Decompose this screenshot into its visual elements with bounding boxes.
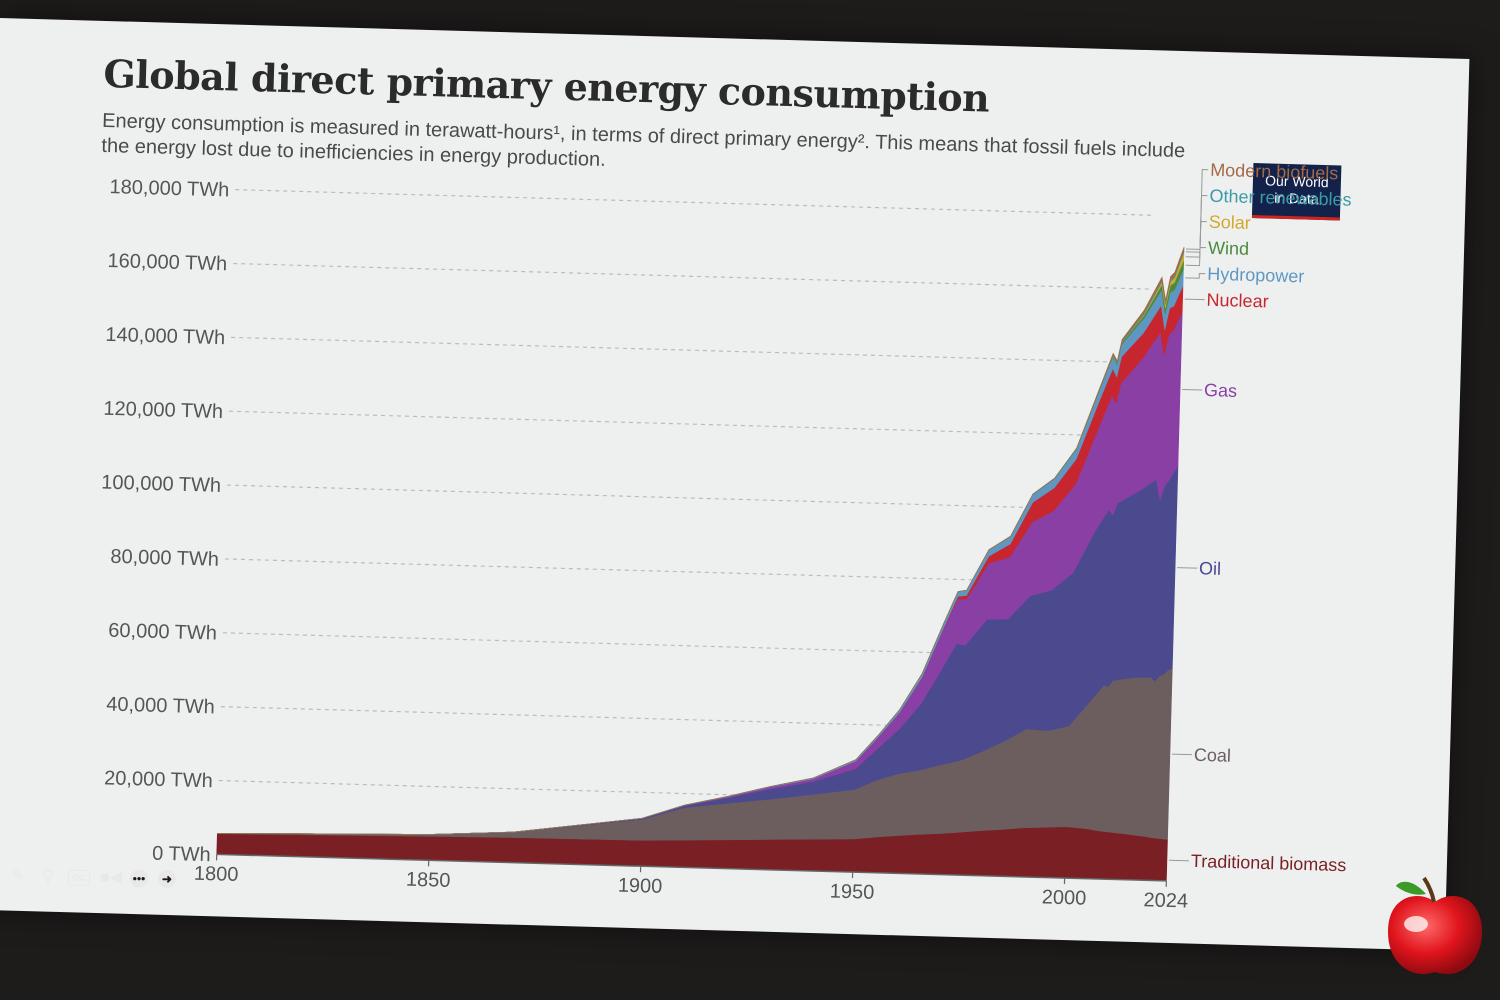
x-axis-line — [216, 853, 1167, 882]
y-tick-label: 180,000 TWh — [109, 176, 229, 201]
legend-connector — [1182, 388, 1203, 391]
presentation-toolbar: ✎ ⚲ CC ■◀ ••• ➜ — [8, 867, 177, 889]
y-gridline — [233, 262, 1153, 290]
pencil-icon[interactable]: ✎ — [11, 867, 25, 886]
apple-logo — [1388, 876, 1482, 975]
y-gridline — [231, 336, 1151, 364]
legend-connector — [1185, 169, 1209, 250]
y-gridline — [218, 779, 1139, 807]
legend-connector — [1168, 859, 1189, 862]
y-tick-label: 160,000 TWh — [107, 250, 227, 275]
legend-label: Oil — [1199, 558, 1222, 579]
x-tick-label: 1950 — [830, 881, 875, 904]
legend-label: Other renewables — [1209, 186, 1352, 210]
y-tick-label: 120,000 TWh — [103, 398, 223, 423]
axis-layer: 0 TWh 20,000 TWh 40,000 TWh 60,000 TWh 80,00… — [101, 176, 1188, 912]
legend-connector — [1185, 195, 1208, 253]
y-tick-label: 60,000 TWh — [108, 620, 217, 645]
legend-label: Nuclear — [1206, 290, 1269, 312]
legend-label: Solar — [1209, 212, 1252, 233]
y-gridline — [235, 189, 1155, 216]
legend-connector — [1184, 298, 1205, 301]
y-gridline — [222, 632, 1143, 660]
legend-label: Gas — [1204, 380, 1238, 401]
y-gridline — [224, 558, 1145, 586]
magnifier-icon[interactable]: ⚲ — [42, 868, 54, 886]
y-gridline — [220, 706, 1141, 733]
x-tick-label: 2000 — [1042, 886, 1087, 909]
y-tick-label: 80,000 TWh — [110, 546, 219, 571]
x-tick-label: 1850 — [406, 869, 451, 892]
legend-label: Wind — [1208, 238, 1250, 259]
legend-label: Traditional biomass — [1191, 851, 1347, 875]
arrow-right-icon[interactable]: ➜ — [157, 869, 177, 889]
grid-layer — [218, 189, 1155, 807]
x-tick-label: 2024 — [1143, 889, 1188, 912]
energy-area-chart: 0 TWh 20,000 TWh 40,000 TWh 60,000 TWh 80,00… — [101, 160, 1352, 913]
legend-label: Hydropower — [1207, 264, 1305, 287]
y-tick-label: 20,000 TWh — [104, 767, 213, 792]
y-gridline — [227, 484, 1147, 512]
x-tick-label: 1900 — [618, 875, 663, 898]
legend-label: Coal — [1194, 745, 1232, 766]
y-tick-label: 0 TWh — [152, 843, 211, 867]
more-icon[interactable]: ••• — [129, 869, 149, 888]
video-camera-icon[interactable]: ■◀ — [99, 869, 123, 887]
legend-connector — [1177, 567, 1198, 569]
series-area-modern-biofuels — [217, 247, 1185, 835]
legend-layer: Traditional biomass Coal Oil Gas Nuclear Hydr… — [1168, 160, 1352, 875]
cc-button[interactable]: CC — [67, 869, 91, 886]
x-tick-label: 1800 — [194, 863, 239, 886]
legend-connector — [1185, 272, 1206, 279]
y-tick-label: 140,000 TWh — [105, 324, 225, 349]
slide: Global direct primary energy consumption… — [0, 18, 1470, 951]
legend-label: Modern biofuels — [1210, 160, 1339, 184]
legend-connector — [1171, 753, 1192, 756]
area-layer — [216, 247, 1185, 882]
y-tick-label: 40,000 TWh — [106, 693, 215, 718]
y-gridline — [229, 410, 1149, 438]
y-tick-label: 100,000 TWh — [101, 472, 221, 497]
